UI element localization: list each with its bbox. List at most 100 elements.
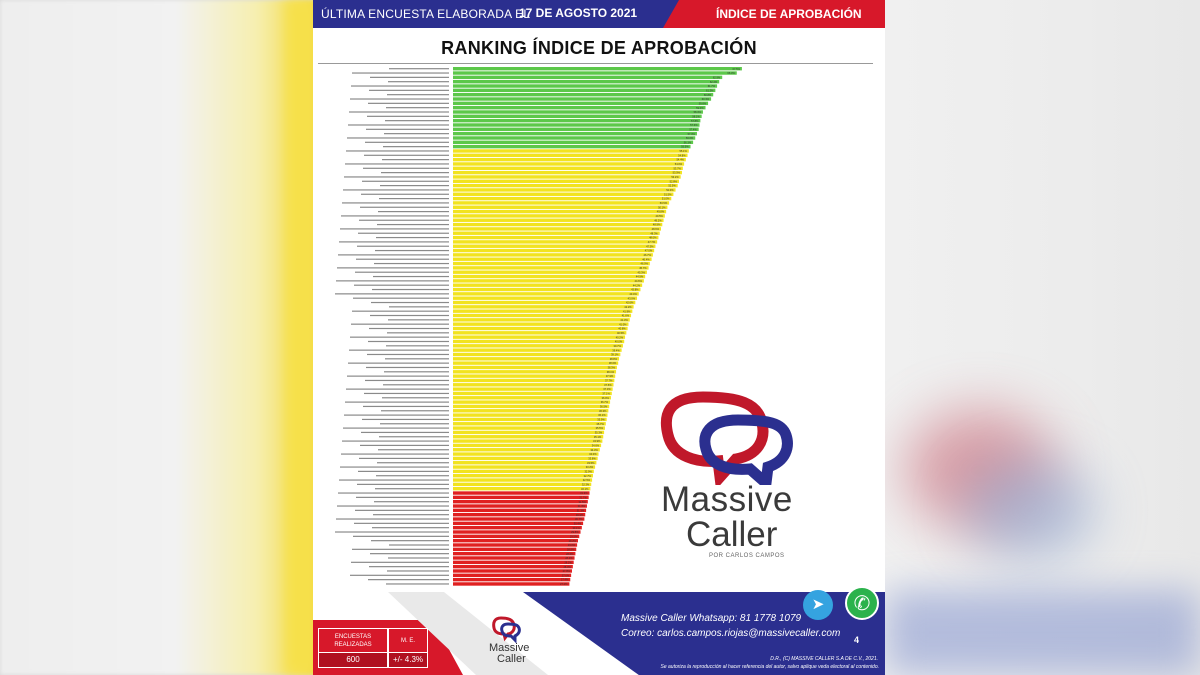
bar-value-label: 29.5%	[570, 534, 578, 538]
stat-label-surveys: ENCUESTAS REALIZADAS	[318, 628, 388, 654]
logo-brand-line1: Massive	[661, 480, 793, 519]
title-divider	[318, 63, 873, 64]
bar	[453, 296, 638, 300]
bar-value-label: 28.0%	[563, 565, 571, 569]
bar-value-label: 27.6%	[562, 573, 570, 577]
bar-value-label: 31.5%	[578, 500, 586, 504]
bar	[453, 517, 585, 521]
bar	[453, 344, 623, 348]
bar	[453, 157, 686, 162]
bar-value-label: 35.5%	[596, 426, 604, 430]
bar-value-label: 32.5%	[583, 478, 591, 482]
bar-value-label: 31.9%	[580, 491, 588, 495]
bar-value-label: 38.6%	[609, 361, 617, 365]
bar-label	[376, 475, 449, 477]
bar	[453, 556, 575, 560]
bar-value-label: 34.9%	[593, 439, 601, 443]
bar	[453, 179, 679, 183]
bar-value-label: 67.5%	[733, 67, 741, 71]
bar-value-label: 43.8%	[631, 288, 639, 292]
bar	[453, 469, 594, 474]
bar-value-label: 36.7%	[601, 400, 609, 404]
bar	[453, 105, 706, 110]
bar-value-label: 54.0%	[675, 162, 683, 166]
bar-value-label: 34.0%	[589, 452, 597, 456]
bar-label	[354, 522, 449, 524]
bar-value-label: 45.7%	[639, 266, 647, 270]
bar-label	[377, 462, 449, 464]
bar-label	[386, 583, 449, 585]
bar-label	[337, 267, 449, 269]
bar-label	[369, 89, 449, 91]
bar-label	[354, 284, 449, 286]
bar-value-label: 37.9%	[606, 374, 614, 378]
bar-value-label: 61.3%	[706, 88, 714, 92]
bar	[453, 170, 682, 175]
bar	[453, 573, 572, 578]
small-logo-icon	[492, 616, 521, 643]
bar-label	[373, 275, 449, 278]
bar-value-label: 38.8%	[610, 357, 618, 361]
bar-label	[384, 133, 449, 135]
bar-value-label: 35.9%	[597, 418, 605, 422]
bar-value-label: 37.7%	[605, 379, 613, 383]
bar-label	[373, 514, 449, 516]
bar-value-label: 56.6%	[686, 136, 694, 140]
bar-label	[365, 141, 449, 143]
bar-label	[345, 163, 449, 165]
legal-copyright: D.R., (C) MASSIVE CALLER S.A DE C.V., 20…	[770, 656, 878, 662]
bar-value-label: 30.9%	[576, 513, 584, 517]
bar-value-label: 57.4%	[689, 127, 697, 131]
bar-label	[350, 574, 449, 576]
bar-label	[356, 258, 449, 260]
bar-value-label: 61.7%	[708, 84, 716, 88]
bar	[453, 240, 658, 244]
bar-value-label: 38.1%	[607, 370, 615, 374]
bar	[453, 322, 629, 326]
bar	[453, 131, 697, 136]
bar	[453, 538, 578, 543]
bar-value-label: 36.3%	[599, 409, 607, 413]
bar	[453, 357, 620, 361]
bar	[453, 439, 603, 443]
bar-value-label: 33.5%	[587, 461, 595, 465]
bar	[453, 227, 662, 231]
bar-value-label: 29.8%	[571, 530, 579, 534]
bar	[453, 79, 720, 84]
bar	[453, 88, 716, 93]
bar	[453, 487, 591, 491]
bar	[453, 305, 634, 309]
bar-value-label: 46.0%	[641, 262, 649, 266]
bar	[453, 547, 577, 552]
bar	[453, 461, 597, 465]
bar-label	[357, 483, 449, 485]
bar	[453, 292, 639, 296]
bar-label	[338, 254, 449, 256]
bar-label	[338, 492, 449, 494]
bar-label	[367, 115, 449, 117]
bar	[453, 110, 703, 114]
bar-label	[364, 154, 449, 156]
bar-label	[358, 232, 449, 234]
bar-label	[375, 488, 449, 490]
bar-value-label: 41.9%	[623, 309, 631, 313]
bar-label	[366, 128, 449, 130]
bar-value-label: 47.7%	[648, 240, 656, 244]
bar-value-label: 49.8%	[657, 210, 665, 214]
bar-label	[365, 379, 449, 382]
bar-label	[342, 202, 449, 204]
bar	[453, 417, 607, 422]
bar-label	[366, 366, 449, 369]
bar-label	[352, 72, 449, 74]
bar	[453, 525, 582, 530]
bar-value-label: 27.4%	[561, 578, 569, 582]
bar	[453, 348, 622, 352]
bar	[453, 534, 580, 539]
bar-label	[362, 180, 449, 182]
small-logo-line1: Massive	[489, 642, 530, 654]
bar-label	[372, 288, 449, 291]
bar-label	[370, 553, 449, 555]
bar	[453, 426, 605, 430]
logo-tagline: POR CARLOS CAMPOS	[709, 553, 785, 559]
bar	[453, 400, 611, 404]
